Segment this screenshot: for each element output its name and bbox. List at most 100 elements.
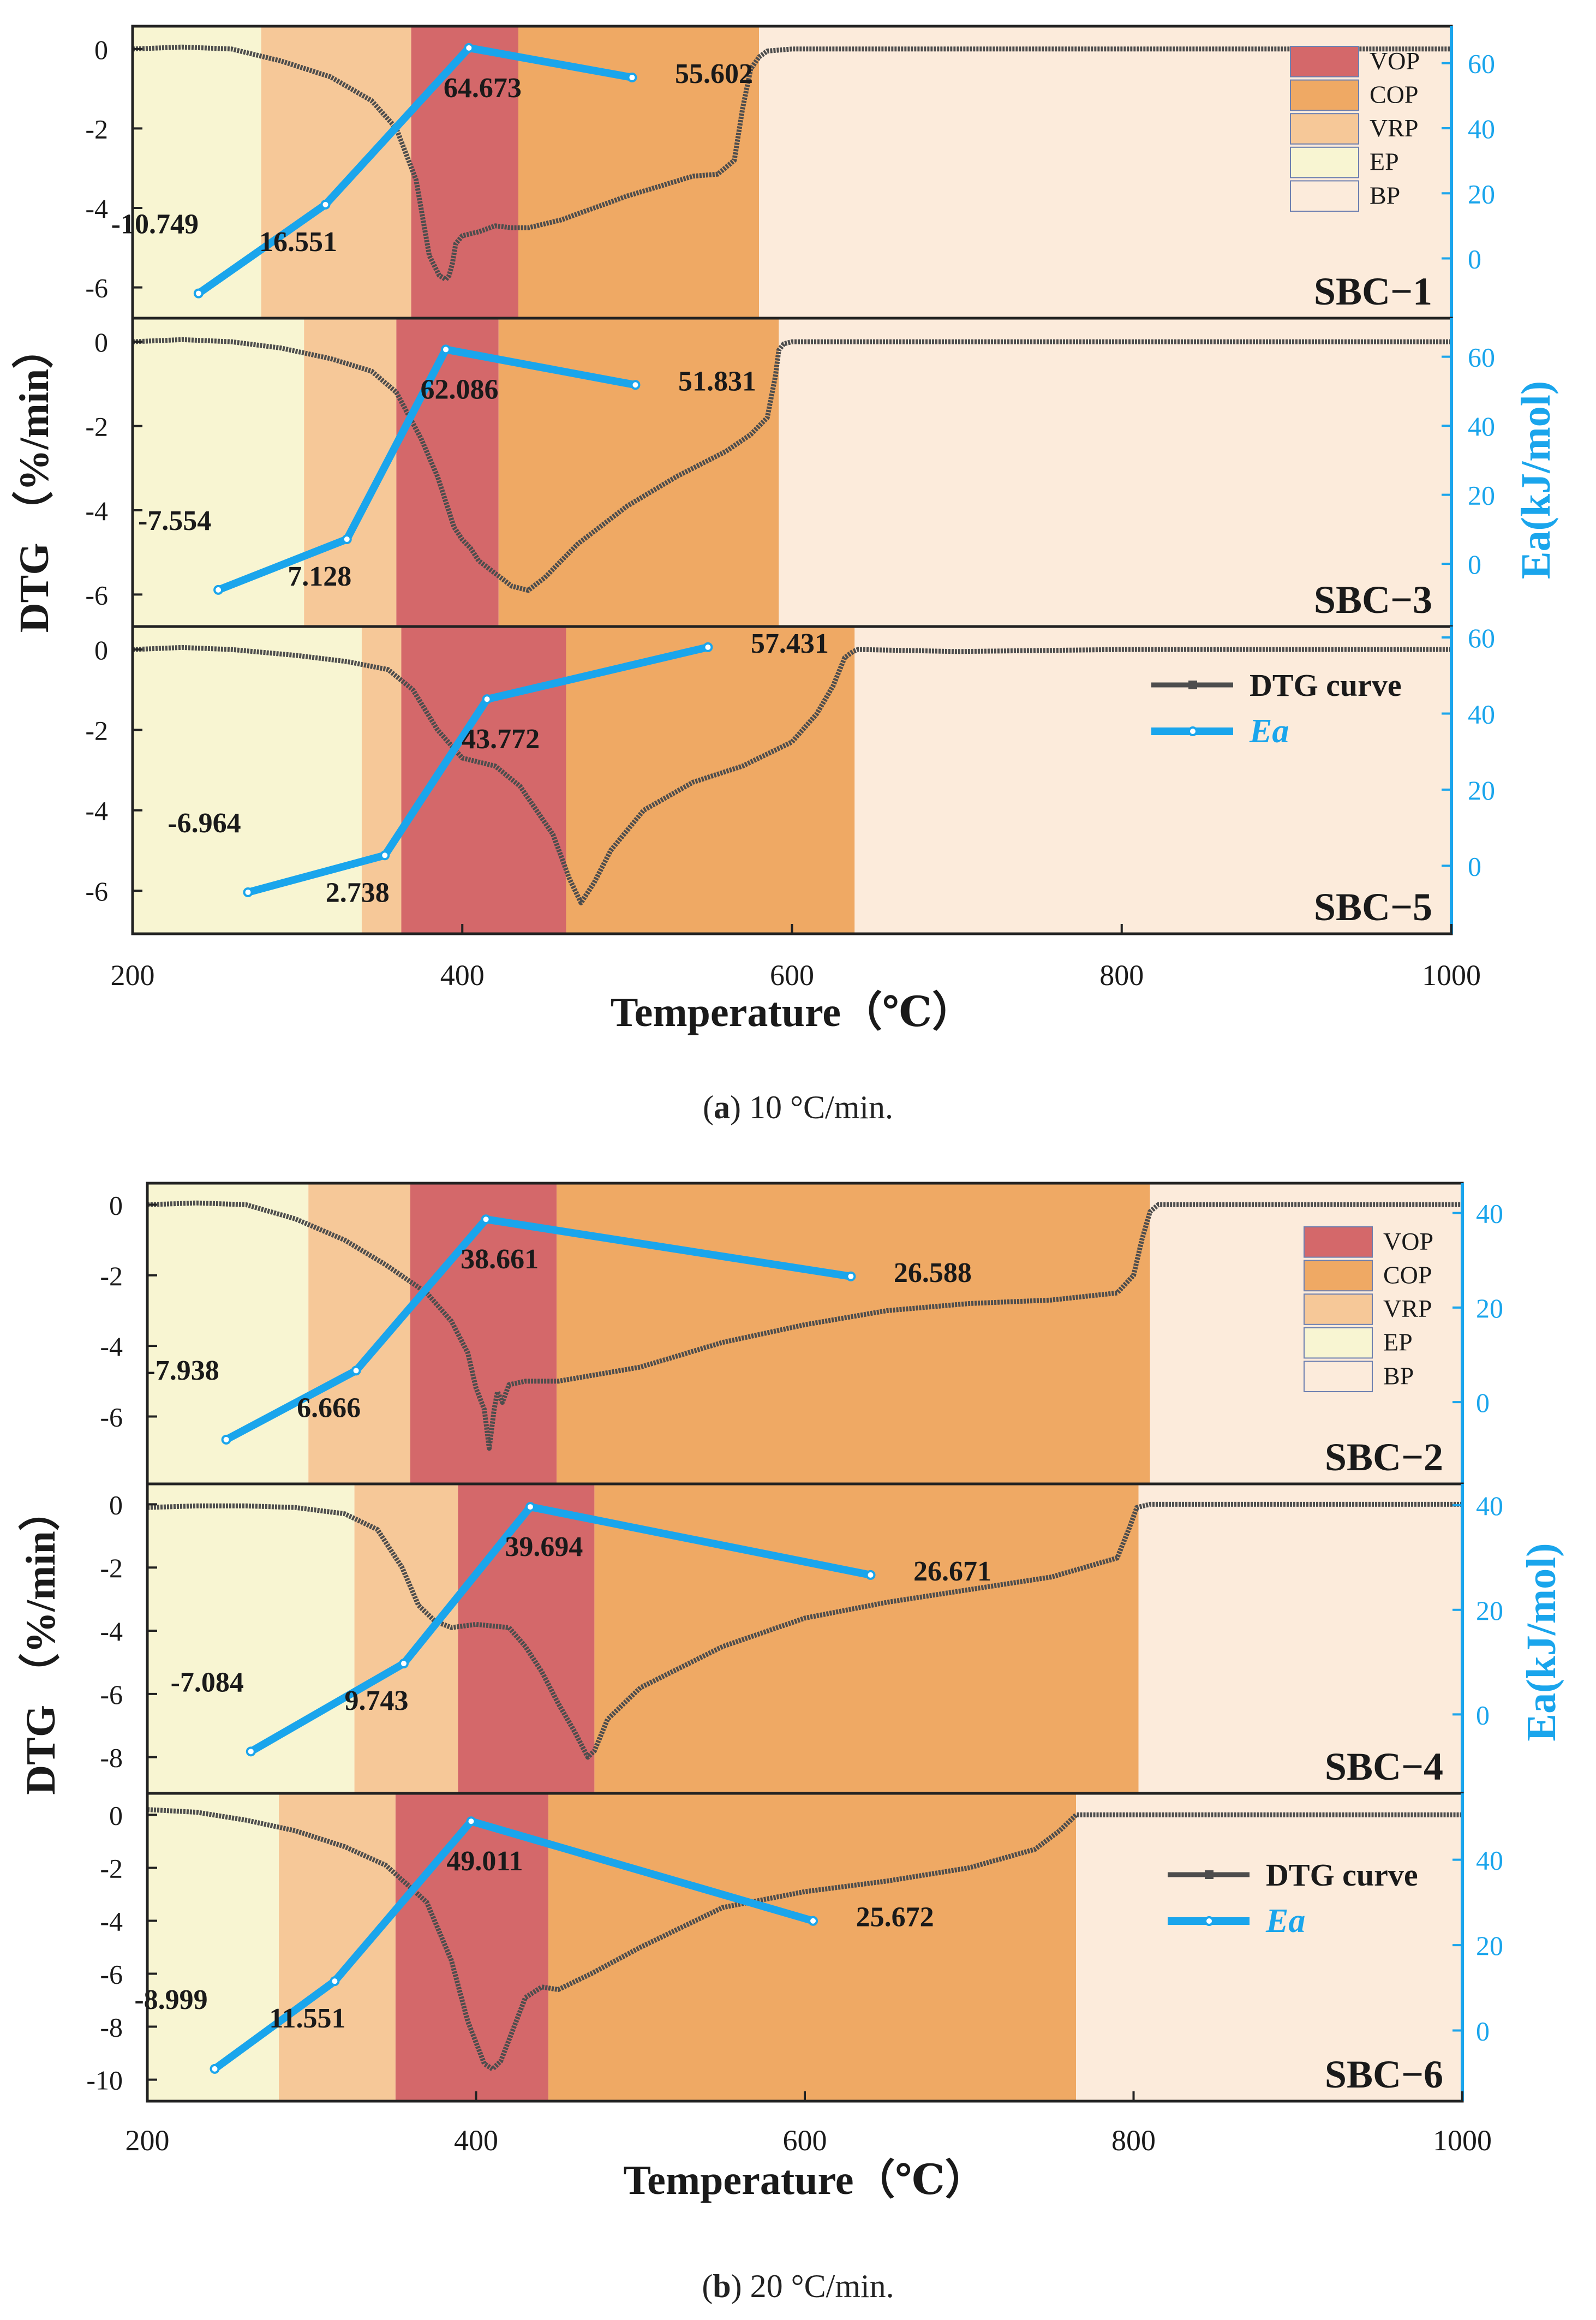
fig-a-panel-1-ytick-label: -4 <box>85 193 108 224</box>
fig-a-y2-axis-title: Ea(kJ/mol) <box>1513 381 1559 579</box>
fig-a-panel-3-y2tick-label: 60 <box>1468 623 1495 653</box>
fig-a-panel-1-ea-point-1 <box>193 288 204 299</box>
fig-b-panel-1-ea-point-2 <box>351 1365 361 1376</box>
fig-b-panel-2-y2tick-label: 40 <box>1476 1490 1503 1521</box>
fig-a-panel-2-ytick-label: -6 <box>85 580 108 610</box>
fig-a-legend-label-bp: BP <box>1370 181 1400 209</box>
fig-a-panel-3-ea-label-4: 57.431 <box>751 628 829 659</box>
fig-b-panel-3-y2tick-label: 20 <box>1476 1930 1503 1961</box>
fig-a-panel-1-y2tick-label: 20 <box>1468 178 1495 209</box>
fig-b-panel-1-ytick-label: -4 <box>100 1331 123 1362</box>
fig-a-panel-1-region-ep <box>133 26 261 318</box>
fig-b-legend-label-ep: EP <box>1383 1328 1413 1356</box>
fig-b-panel-3-y2tick-label: 40 <box>1476 1845 1503 1876</box>
fig-a-legend-dtg-label: DTG curve <box>1250 667 1402 703</box>
fig-a-panel-2-ea-point-1 <box>213 585 224 595</box>
fig-a-panel-3-ytick-label: -4 <box>85 796 108 826</box>
fig-b-panel-3-ea-label-1: -8.999 <box>134 1984 207 2015</box>
fig-b-panel-1-ea-label-2: 6.666 <box>297 1392 361 1423</box>
fig-b-panel-3-ytick-label: -8 <box>100 2012 123 2043</box>
fig-a-xtick-label: 600 <box>770 959 814 992</box>
fig-b-panel-1-y2tick-label: 0 <box>1476 1387 1490 1418</box>
caption-b: (b) 20 °C/min. <box>702 2268 894 2304</box>
fig-a-panel-1-y2tick-label: 60 <box>1468 49 1495 79</box>
fig-b-panel-3-ytick-label: -6 <box>100 1959 123 1990</box>
fig-a-panel-2-ea-label-3: 62.086 <box>421 374 499 405</box>
fig-b-panel-1-ea-label-1: -7.938 <box>146 1355 219 1386</box>
fig-b-panel-3-region-cop <box>548 1793 1077 2101</box>
fig-a-panel-3-region-vop <box>401 627 566 934</box>
fig-a-legend-dtg-marker <box>1188 681 1197 689</box>
fig-b-panel-3-region-vop <box>395 1793 549 2101</box>
fig-a-panel-2-ea-line <box>214 345 639 594</box>
fig-a-panel-3-ea-label-3: 43.772 <box>462 724 540 755</box>
fig-a-x-axis-title: Temperature（℃） <box>611 989 973 1035</box>
fig-a-panel-2-y2tick-label: 40 <box>1468 411 1495 442</box>
fig-b-legend-label-bp: BP <box>1383 1362 1414 1389</box>
fig-a-panel-1-ea-point-3 <box>464 43 474 53</box>
fig-a-panel-3-y2tick-label: 0 <box>1468 851 1481 881</box>
fig-a-panel-2-region-ep <box>133 318 304 627</box>
fig-b-panel-1-ytick-label: -6 <box>100 1402 123 1433</box>
fig-b-panel-3-region-vrp <box>279 1793 396 2101</box>
fig-b-panel-3-y2tick-label: 0 <box>1476 2016 1490 2047</box>
fig-a-legend-ea-marker <box>1188 726 1198 736</box>
fig-a-panel-3-y2tick-label: 20 <box>1468 775 1495 806</box>
fig-b-panel-1-region-cop <box>557 1183 1150 1484</box>
caption-a: (a) 10 °C/min. <box>703 1089 893 1125</box>
fig-b-panel-3-ytick-label: -4 <box>100 1906 123 1936</box>
fig-a-panel-3-sample-name: SBC−5 <box>1314 885 1432 929</box>
fig-b-panel-2-region-vop <box>458 1484 595 1793</box>
fig-a-panel-3-ea-point-1 <box>243 887 253 897</box>
fig-b-panel-1-y2tick-label: 40 <box>1476 1198 1503 1229</box>
fig-a-panel-2-ea-label-1: -7.554 <box>138 505 211 536</box>
fig-b-panel-3-ytick-label: 0 <box>109 1800 123 1830</box>
fig-a-panel-2-sample-name: SBC−3 <box>1314 578 1432 622</box>
fig-a-panel-3-region-bp <box>854 627 1451 934</box>
fig-b-panel-3-ea-label-3: 49.011 <box>446 1846 523 1877</box>
fig-b-panel-3-ytick-label: -2 <box>100 1853 123 1883</box>
fig-b-panel-2-ea-label-2: 9.743 <box>344 1685 408 1716</box>
fig-a-panel-1-ea-point-2 <box>320 199 331 210</box>
caption-a-text: 10 °C/min. <box>749 1089 893 1125</box>
fig-a-legend-label-ep: EP <box>1370 148 1399 176</box>
fig-b-panel-2-ytick-label: -8 <box>100 1743 123 1773</box>
fig-a-panel-1-ea-label-1: -10.749 <box>111 209 199 240</box>
fig-a-panel-1-y2tick-label: 40 <box>1468 114 1495 144</box>
fig-b-panel-3-ea-point-4 <box>808 1916 818 1926</box>
fig-b-panel-3-ea-point-1 <box>210 2063 220 2074</box>
fig-a-panel-2-y2tick-label: 20 <box>1468 480 1495 511</box>
fig-a-legend-label-cop: COP <box>1370 80 1418 108</box>
fig-b-panel-2-ea-point-2 <box>398 1659 409 1669</box>
fig-b-panel-3-ea-label-4: 25.672 <box>856 1902 934 1933</box>
fig-b-legend-ea-marker <box>1204 1916 1214 1926</box>
fig-b-legend-dtg-label: DTG curve <box>1266 1857 1418 1893</box>
fig-b-legend-label-vop: VOP <box>1383 1227 1433 1255</box>
fig-b-panel-2-ytick-label: 0 <box>109 1489 123 1520</box>
fig-b-panel-1-sample-name: SBC−2 <box>1325 1435 1443 1479</box>
fig-a-panel-3-ytick-label: -6 <box>85 876 108 906</box>
fig-b-panel-1-ytick-label: 0 <box>109 1190 123 1220</box>
fig-a-panel-2-ea-label-2: 7.128 <box>288 561 351 592</box>
fig-a-xtick-label: 200 <box>111 959 155 992</box>
fig-b-panel-3-ytick-label: -10 <box>86 2065 123 2096</box>
fig-b-panel-2-ea-point-1 <box>246 1746 256 1757</box>
fig-a-panel-2-region-vop <box>396 318 499 627</box>
fig-a-panel-1-region-vrp <box>261 26 411 318</box>
fig-b-legend-dtg-marker <box>1205 1870 1214 1879</box>
fig-a-panel-1-ytick-label: -2 <box>85 114 108 144</box>
fig-a-panel-1-ea-line <box>194 44 636 297</box>
fig-b-xtick-label: 1000 <box>1433 2124 1492 2157</box>
fig-b-panel-2-sample-name: SBC−4 <box>1325 1745 1443 1788</box>
fig-b-legend-swatch-cop <box>1304 1260 1373 1292</box>
fig-a-y-axis-title: DTG （%/min） <box>11 327 57 633</box>
fig-b-panel-1-ea-label-4: 26.588 <box>894 1257 972 1289</box>
fig-a-panel-1-ea-label-3: 64.673 <box>444 73 522 104</box>
fig-b-y2-axis-title: Ea(kJ/mol) <box>1519 1543 1564 1741</box>
fig-b-y-axis-title: DTG （%/min） <box>18 1489 64 1795</box>
fig-b-panel-3-dtg-curve <box>147 1807 1462 2072</box>
fig-b-panel-1-ea-label-3: 38.661 <box>461 1244 539 1275</box>
fig-b-panel-2-region-vrp <box>354 1484 458 1793</box>
fig-a-panel-2-ea-point-2 <box>342 534 352 545</box>
